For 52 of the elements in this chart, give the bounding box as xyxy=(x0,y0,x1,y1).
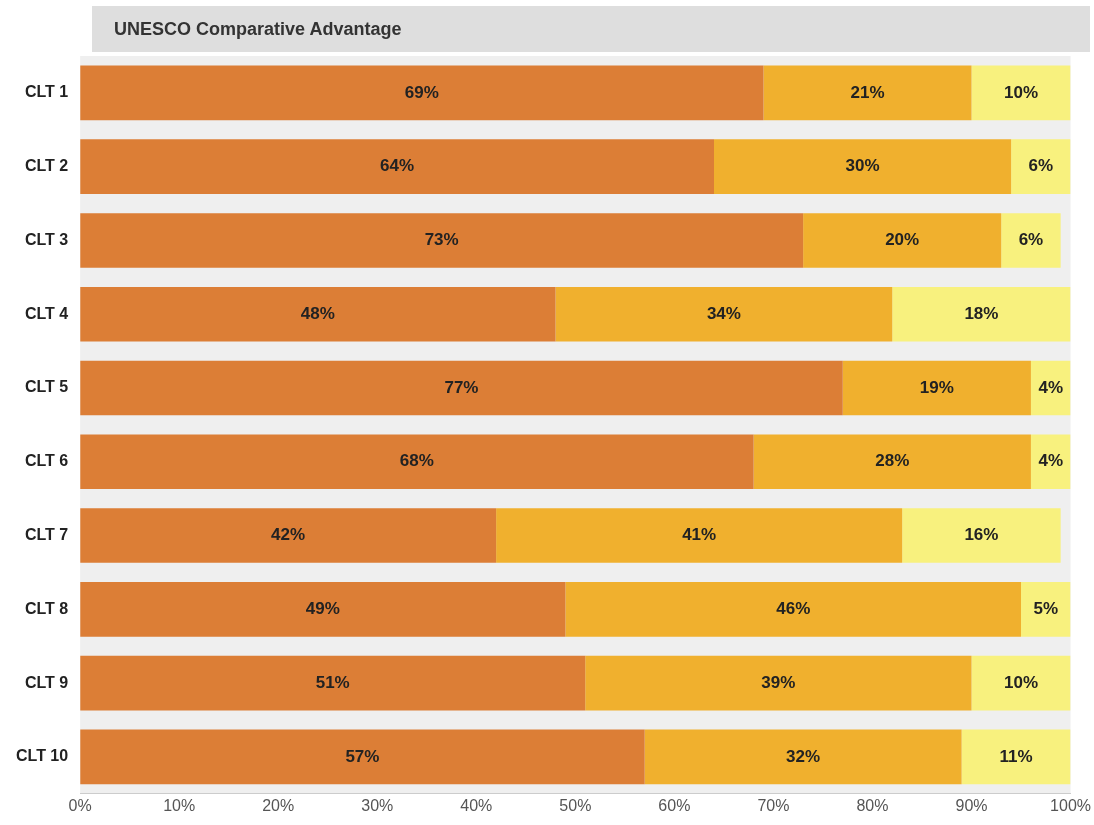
x-tick-label: 40% xyxy=(460,796,493,814)
data-label: 30% xyxy=(845,156,880,176)
y-tick-label: CLT 7 xyxy=(24,525,69,543)
y-tick-label: CLT 2 xyxy=(24,157,69,175)
y-tick-label: CLT 8 xyxy=(24,599,69,617)
data-label: 39% xyxy=(761,672,796,692)
x-tick-label: 70% xyxy=(757,796,790,814)
data-label: 10% xyxy=(1004,82,1039,102)
data-label: 57% xyxy=(345,746,380,766)
y-tick-label: CLT 9 xyxy=(24,673,69,691)
data-label: 4% xyxy=(1038,377,1064,397)
data-label: 49% xyxy=(305,599,340,619)
data-label: 51% xyxy=(315,672,350,692)
data-label: 11% xyxy=(999,746,1033,766)
data-label: 68% xyxy=(399,451,434,471)
data-label: 5% xyxy=(1033,599,1059,619)
y-tick-label: CLT 10 xyxy=(16,747,69,765)
y-tick-label: CLT 6 xyxy=(24,452,69,470)
y-tick-label: CLT 1 xyxy=(24,83,69,101)
x-tick-label: 100% xyxy=(1050,796,1091,814)
x-tick-label: 80% xyxy=(856,796,889,814)
y-tick-label: CLT 3 xyxy=(24,230,69,248)
data-label: 21% xyxy=(850,82,885,102)
data-label: 42% xyxy=(271,525,306,545)
data-label: 34% xyxy=(706,303,741,323)
data-label: 48% xyxy=(300,303,335,323)
chart-title: UNESCO Comparative Advantage xyxy=(92,6,1090,52)
data-label: 6% xyxy=(1028,156,1054,176)
data-label: 41% xyxy=(682,525,717,545)
x-tick-label: 30% xyxy=(361,796,394,814)
x-tick-label: 20% xyxy=(262,796,295,814)
x-tick-label: 50% xyxy=(559,796,592,814)
data-label: 69% xyxy=(404,82,439,102)
data-label: 18% xyxy=(964,303,999,323)
x-tick-label: 90% xyxy=(955,796,988,814)
data-label: 20% xyxy=(885,230,920,250)
y-tick-label: CLT 4 xyxy=(24,304,69,322)
data-label: 10% xyxy=(1004,672,1039,692)
data-label: 4% xyxy=(1038,451,1064,471)
data-label: 73% xyxy=(424,230,459,250)
data-label: 32% xyxy=(786,746,821,766)
y-tick-label: CLT 5 xyxy=(24,378,69,396)
data-label: 28% xyxy=(875,451,910,471)
data-label: 77% xyxy=(444,377,479,397)
data-label: 64% xyxy=(380,156,415,176)
data-label: 16% xyxy=(964,525,999,545)
x-tick-label: 60% xyxy=(658,796,691,814)
data-label: 46% xyxy=(776,599,811,619)
x-tick-label: 10% xyxy=(163,796,196,814)
x-tick-label: 0% xyxy=(68,796,92,814)
data-label: 6% xyxy=(1018,230,1044,250)
data-label: 19% xyxy=(919,377,954,397)
